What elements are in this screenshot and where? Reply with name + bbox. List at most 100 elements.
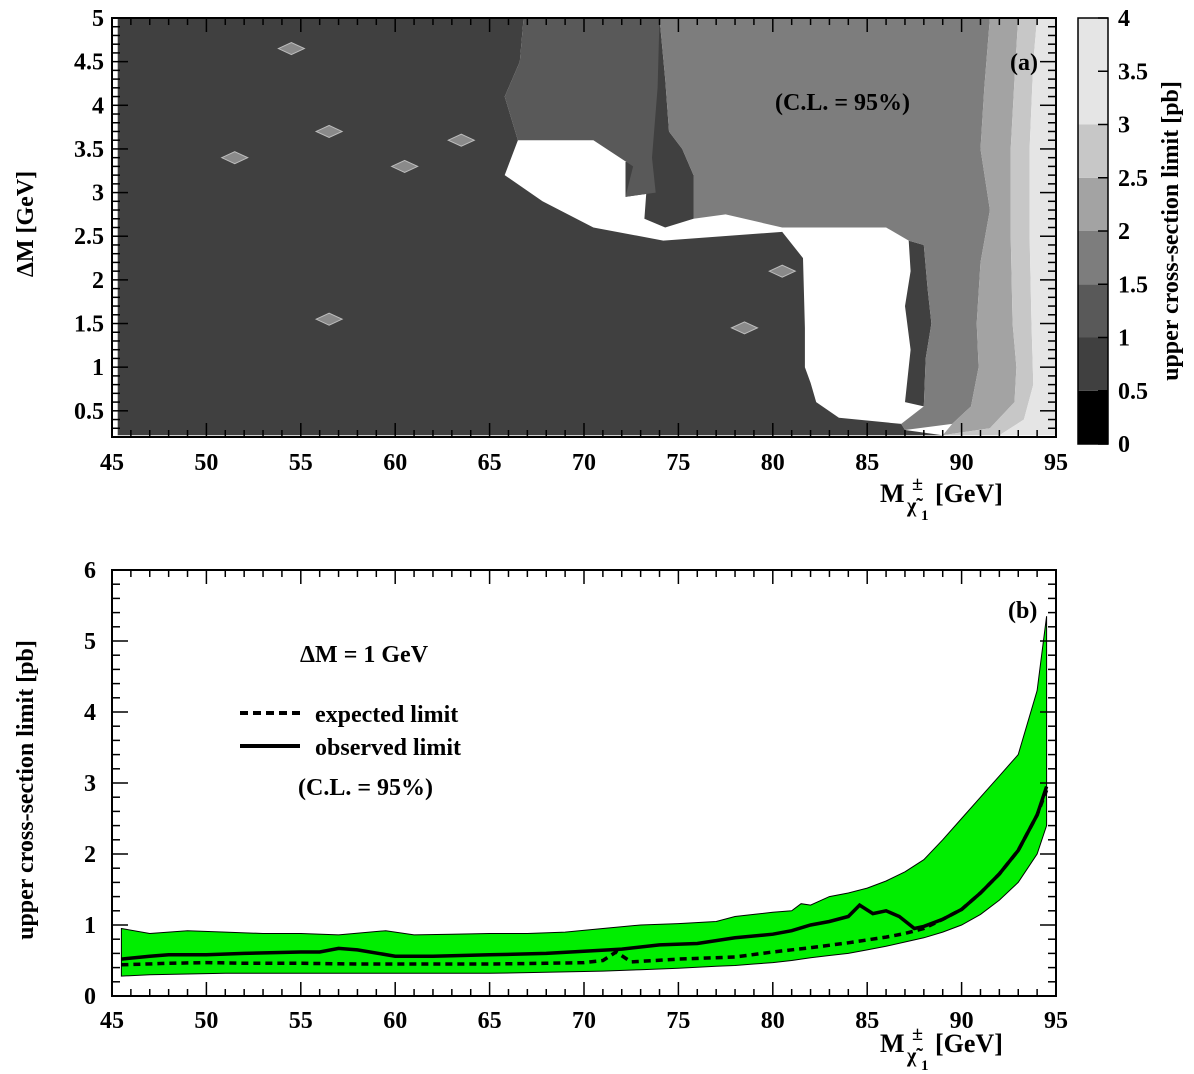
heatmap-y-ticks: 0.5 1 1.5 2 2.5 3 3.5 4 4.5 5 — [74, 6, 1056, 430]
contour-region-4 — [504, 18, 660, 197]
contour-region-5 — [659, 18, 990, 430]
z-tick-label: 2.5 — [1118, 166, 1148, 192]
heatmap-y-axis-label: ΔM [GeV] — [13, 171, 39, 277]
x-tick-label: 90 — [950, 450, 974, 476]
y-tick-label: 4 — [92, 93, 104, 119]
x-tick-label: 45 — [100, 450, 124, 476]
color-scale-band-1 — [1078, 337, 1108, 391]
y-tick-label: 3 — [92, 181, 104, 207]
contour-region-6 — [942, 18, 1019, 436]
x-tick-label: 85 — [855, 450, 879, 476]
y-tick-label: 2 — [84, 842, 96, 868]
x-label-superscript: ± — [912, 473, 923, 495]
x-tick-label: 75 — [666, 1008, 690, 1034]
color-scale-band-4 — [1078, 177, 1108, 231]
y-tick-label: 4.5 — [74, 50, 104, 76]
contour-region-7 — [942, 18, 1038, 436]
legend-expected-label: expected limit — [315, 702, 458, 728]
x-label-unit: [GeV] — [935, 479, 1003, 508]
y-tick-label: 5 — [84, 629, 96, 655]
legend-observed-label: observed limit — [315, 735, 461, 761]
legend: expected limit observed limit (C.L. = 95… — [240, 702, 461, 801]
x-tick-label: 70 — [572, 1008, 596, 1034]
contour-island-7 — [314, 312, 344, 326]
z-tick-label: 0 — [1118, 432, 1130, 458]
x-tick-label: 85 — [855, 1008, 879, 1034]
y-tick-label: 5 — [92, 6, 104, 32]
z-tick-label: 1 — [1118, 326, 1130, 352]
y-tick-label: 3 — [84, 771, 96, 797]
y-tick-label: 1.5 — [74, 312, 104, 338]
z-tick-label: 1.5 — [1118, 272, 1148, 298]
cl-annotation: (C.L. = 95%) — [298, 775, 433, 801]
contour-island-5 — [768, 264, 797, 278]
z-tick-label: 3 — [1118, 113, 1130, 139]
x-tick-label: 95 — [1044, 450, 1068, 476]
x-tick-label: 50 — [194, 450, 218, 476]
color-scale-band-2 — [1078, 284, 1108, 338]
x-tick-label: 55 — [289, 1008, 313, 1034]
contour-island-6 — [730, 321, 759, 335]
color-scale-band-0 — [1078, 390, 1108, 444]
x-tick-label: 55 — [289, 450, 313, 476]
line-y-ticks: 0 1 2 3 4 5 6 — [84, 558, 1056, 1010]
line-panel-label: (b) — [1008, 598, 1037, 624]
y-tick-label: 2 — [92, 268, 104, 294]
heatmap-x-ticks: 45 50 55 60 65 70 75 80 85 90 95 — [100, 18, 1068, 476]
contour-island-3 — [220, 151, 249, 165]
panel-a-heatmap: 45 50 55 60 65 70 75 80 85 90 95 0.511.522.533.544… — [13, 6, 1184, 524]
y-tick-label: 0.5 — [74, 399, 104, 425]
y-tick-label: 1 — [92, 355, 104, 381]
expected-limit-line — [121, 789, 1049, 967]
heatmap-x-axis-label: M ± χ̃ 1 [GeV] — [880, 473, 1003, 524]
y-tick-label: 1 — [84, 913, 96, 939]
z-tick-label: 3.5 — [1118, 59, 1148, 85]
contour-region-8 — [999, 18, 1056, 436]
x-tick-label: 60 — [383, 450, 407, 476]
x-tick-label: 80 — [761, 1008, 785, 1034]
y-tick-label: 3.5 — [74, 137, 104, 163]
observed-limit-line — [121, 785, 1049, 961]
x-label-subscript-index: 1 — [921, 508, 929, 524]
contour-island-4 — [390, 159, 419, 173]
x-tick-label: 50 — [194, 1008, 218, 1034]
x-tick-label: 80 — [761, 450, 785, 476]
x-tick-label: 95 — [1044, 1008, 1068, 1034]
heatmap-cl-annotation: (C.L. = 95%) — [775, 90, 910, 116]
limit-band — [120, 616, 1048, 977]
contour-island-1 — [314, 124, 344, 139]
y-tick-label: 0 — [84, 984, 96, 1010]
color-scale-band-5 — [1078, 124, 1108, 178]
z-tick-label: 2 — [1118, 219, 1130, 245]
x-tick-label: 60 — [383, 1008, 407, 1034]
x-tick-label: 65 — [478, 450, 502, 476]
delta-m-annotation: ΔM = 1 GeV — [300, 642, 429, 668]
x-tick-label: 90 — [950, 1008, 974, 1034]
contour-region-3 — [905, 240, 932, 407]
line-x-axis-label: M ± χ̃ 1 [GeV] — [880, 1023, 1003, 1074]
y-tick-label: 2.5 — [74, 224, 104, 250]
x-tick-label: 70 — [572, 450, 596, 476]
contour-island-2 — [447, 133, 476, 147]
y-tick-label: 6 — [84, 558, 96, 584]
contour-region-0 — [117, 18, 943, 436]
y-tick-label: 4 — [84, 700, 96, 726]
x-tick-label: 75 — [666, 450, 690, 476]
contour-island-0 — [277, 42, 306, 56]
x-label-superscript: ± — [912, 1023, 923, 1045]
color-scale-ticks: 0 0.5 1 1.5 2 2.5 3 3.5 4 — [1098, 6, 1148, 458]
line-y-axis-label: upper cross-section limit [pb] — [13, 640, 39, 940]
x-label-subscript-index: 1 — [921, 1058, 929, 1074]
x-label-symbol: M — [880, 479, 905, 508]
color-scale-label: upper cross-section limit [pb] — [1158, 81, 1184, 381]
x-label-symbol: M — [880, 1029, 905, 1058]
plot-area — [120, 616, 1049, 977]
z-tick-label: 0.5 — [1118, 379, 1148, 405]
heatmap-contours — [117, 18, 1056, 436]
x-label-unit: [GeV] — [935, 1029, 1003, 1058]
x-tick-label: 65 — [478, 1008, 502, 1034]
x-tick-label: 45 — [100, 1008, 124, 1034]
heatmap-islands — [220, 42, 797, 335]
